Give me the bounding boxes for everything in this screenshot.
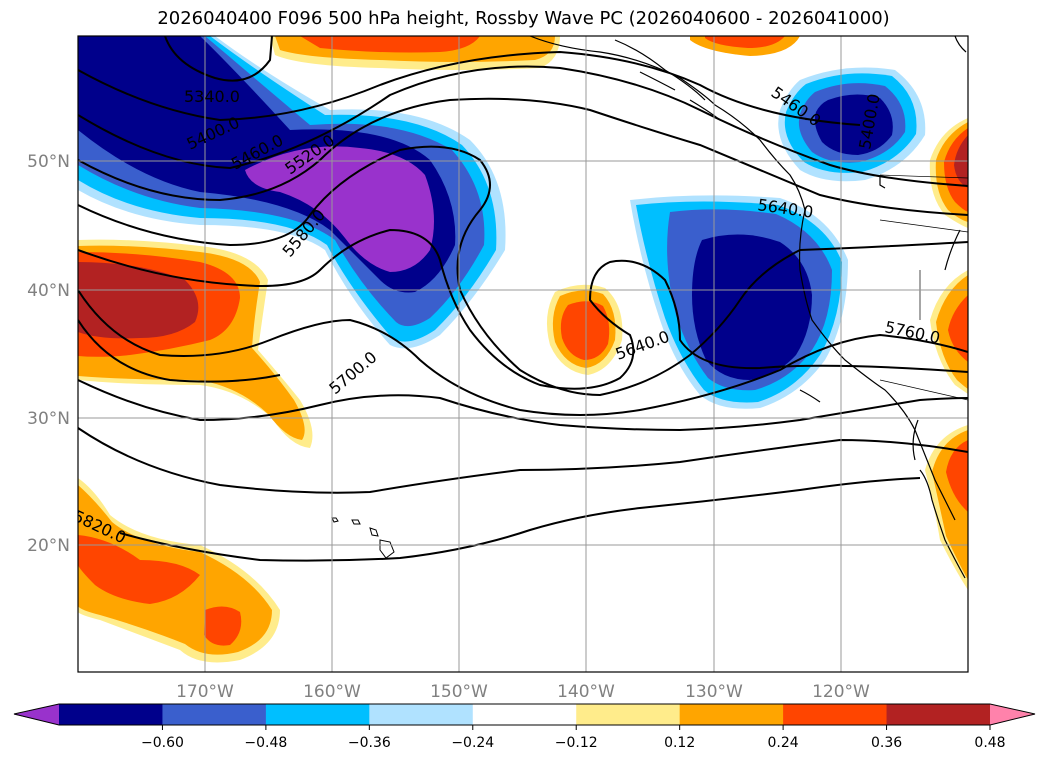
lat-label: 40°N (27, 281, 70, 301)
positive-anomaly-140w (546, 284, 623, 375)
colorbar-swatch (59, 704, 163, 725)
colorbar-tick-label: −0.24 (451, 735, 494, 751)
lat-label: 50°N (27, 152, 70, 172)
colorbar-tick-label: 0.48 (974, 735, 1005, 751)
colorbar-swatches (14, 704, 1035, 725)
contour-label: 5340.0 (184, 87, 240, 106)
colorbar-ticks: −0.60 −0.48 −0.36 −0.24 −0.12 0.12 0.24 0.36 0.4… (141, 725, 1006, 751)
positive-anomaly-west-40n (78, 239, 313, 448)
negative-anomaly-gulf-of-alaska (778, 67, 926, 182)
lon-label: 160°W (303, 682, 361, 702)
lon-label: 170°W (176, 682, 234, 702)
colorbar-swatch (369, 704, 474, 725)
colorbar: −0.60 −0.48 −0.36 −0.24 −0.12 0.12 0.24 0.36 0.4… (13, 703, 1036, 751)
political-borders (879, 174, 968, 401)
colorbar-swatch (576, 704, 681, 725)
colorbar-swatch (679, 704, 784, 725)
longitude-labels: 170°W 160°W 150°W 140°W 130°W 120°W (176, 682, 870, 702)
map-title: 2026040400 F096 500 hPa height, Rossby W… (157, 8, 890, 29)
lon-label: 130°W (685, 682, 743, 702)
colorbar-tick-label: 0.24 (768, 735, 799, 751)
positive-anomaly-east-edge (925, 118, 968, 590)
negative-anomaly-ne-pacific (630, 195, 848, 409)
hawaiian-islands (331, 517, 395, 559)
latitude-labels: 50°N 40°N 30°N 20°N (27, 152, 70, 556)
colorbar-swatch (265, 704, 370, 725)
colorbar-swatch (14, 704, 59, 725)
lat-label: 30°N (27, 409, 70, 429)
colorbar-tick-label: −0.48 (244, 735, 287, 751)
map-area: 5340.0 5400.0 5460.0 5520.0 5580.0 5700.… (78, 36, 968, 672)
colorbar-tick-label: 0.36 (871, 735, 902, 751)
lon-label: 140°W (557, 682, 615, 702)
graticule (78, 36, 968, 672)
colorbar-tick-label: 0.12 (664, 735, 695, 751)
colorbar-tick-label: −0.36 (348, 735, 391, 751)
height-contours (78, 36, 968, 562)
lon-label: 150°W (430, 682, 488, 702)
colorbar-tick-label: −0.60 (141, 735, 184, 751)
lon-label: 120°W (812, 682, 870, 702)
map-frame (77, 35, 969, 673)
colorbar-swatch (472, 704, 577, 725)
colorbar-outline (13, 703, 1036, 726)
colorbar-swatch (886, 704, 991, 725)
coastlines (529, 36, 967, 579)
colorbar-swatch (990, 704, 1035, 725)
positive-anomaly-top (270, 36, 800, 70)
colorbar-swatch (162, 704, 267, 725)
colorbar-tick-label: −0.12 (555, 735, 598, 751)
lat-label: 20°N (27, 536, 70, 556)
positive-anomaly-southwest (78, 478, 280, 663)
colorbar-swatch (783, 704, 888, 725)
